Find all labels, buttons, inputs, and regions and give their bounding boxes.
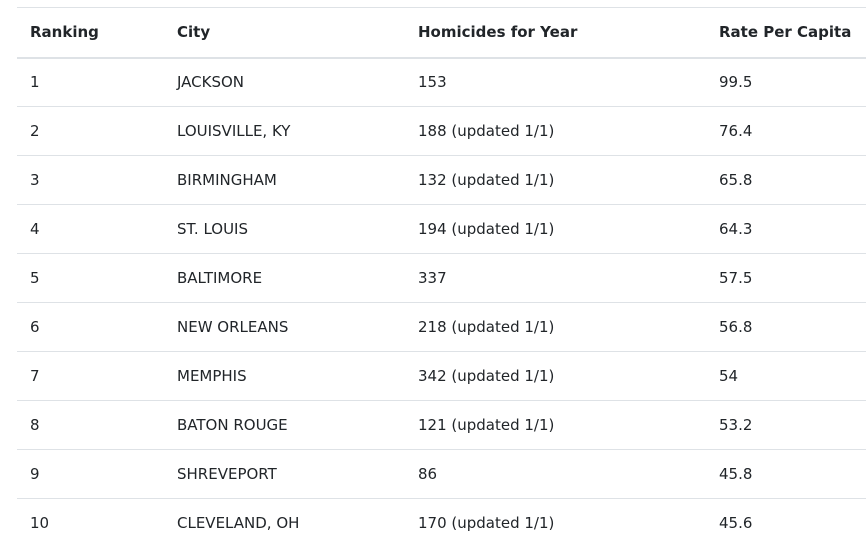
table-row: 6 NEW ORLEANS 218 (updated 1/1) 56.8 xyxy=(17,302,866,352)
header-city: City xyxy=(164,7,405,59)
cell-ranking: 8 xyxy=(17,400,164,450)
cell-city: LOUISVILLE, KY xyxy=(164,106,405,156)
cell-city: MEMPHIS xyxy=(164,351,405,401)
cell-city: BALTIMORE xyxy=(164,253,405,303)
cell-city: ST. LOUIS xyxy=(164,204,405,254)
cell-rate: 64.3 xyxy=(706,204,866,254)
cell-ranking: 1 xyxy=(17,57,164,107)
cell-ranking: 10 xyxy=(30,514,50,533)
cell-ranking: 4 xyxy=(17,204,164,254)
homicide-rankings-table: Ranking City Homicides for Year Rate Per… xyxy=(17,7,866,546)
cell-rate: 65.8 xyxy=(706,155,866,205)
cell-city: NEW ORLEANS xyxy=(164,302,405,352)
cell-city: CLEVELAND, OH xyxy=(177,514,300,533)
cell-homicides: 170 (updated 1/1) xyxy=(418,514,555,533)
cell-rate: 45.8 xyxy=(706,449,866,499)
cell-homicides: 86 xyxy=(405,449,706,499)
cell-homicides: 153 xyxy=(405,57,706,107)
cell-homicides: 342 (updated 1/1) xyxy=(405,351,706,401)
cell-city: SHREVEPORT xyxy=(164,449,405,499)
cell-rate: 56.8 xyxy=(706,302,866,352)
cell-city: BIRMINGHAM xyxy=(164,155,405,205)
cell-ranking: 9 xyxy=(17,449,164,499)
table-row: 4 ST. LOUIS 194 (updated 1/1) 64.3 xyxy=(17,204,866,254)
table-row: 8 BATON ROUGE 121 (updated 1/1) 53.2 xyxy=(17,400,866,450)
cell-homicides: 218 (updated 1/1) xyxy=(405,302,706,352)
cell-homicides: 194 (updated 1/1) xyxy=(405,204,706,254)
table-row: 7 MEMPHIS 342 (updated 1/1) 54 xyxy=(17,351,866,401)
cell-city: BATON ROUGE xyxy=(164,400,405,450)
cell-homicides: 337 xyxy=(405,253,706,303)
cell-city: JACKSON xyxy=(164,57,405,107)
header-row: Ranking City Homicides for Year Rate Per… xyxy=(17,7,866,59)
table-body: 1 JACKSON 153 99.5 2 LOUISVILLE, KY 188 … xyxy=(17,57,866,546)
table-header: Ranking City Homicides for Year Rate Per… xyxy=(17,7,866,59)
cell-homicides: 132 (updated 1/1) xyxy=(405,155,706,205)
cell-ranking: 5 xyxy=(17,253,164,303)
header-rate: Rate Per Capita xyxy=(706,7,866,59)
table-row: 2 LOUISVILLE, KY 188 (updated 1/1) 76.4 xyxy=(17,106,866,156)
cell-rate: 76.4 xyxy=(706,106,866,156)
cell-homicides: 121 (updated 1/1) xyxy=(405,400,706,450)
table-row: 1 JACKSON 153 99.5 xyxy=(17,57,866,107)
header-homicides: Homicides for Year xyxy=(405,7,706,59)
cell-ranking: 3 xyxy=(17,155,164,205)
cell-rate: 54 xyxy=(706,351,866,401)
cell-homicides: 188 (updated 1/1) xyxy=(405,106,706,156)
cell-rate: 45.6 xyxy=(719,514,753,533)
table-row: 9 SHREVEPORT 86 45.8 xyxy=(17,449,866,499)
cell-ranking: 2 xyxy=(17,106,164,156)
table-row: 5 BALTIMORE 337 57.5 xyxy=(17,253,866,303)
header-ranking: Ranking xyxy=(17,7,164,59)
cell-ranking: 7 xyxy=(17,351,164,401)
cell-rate: 53.2 xyxy=(706,400,866,450)
cell-rate: 57.5 xyxy=(706,253,866,303)
cell-ranking: 6 xyxy=(17,302,164,352)
cell-rate: 99.5 xyxy=(706,57,866,107)
table-row: 10 CLEVELAND, OH 170 (updated 1/1) 45.6 xyxy=(17,499,866,546)
table-row: 3 BIRMINGHAM 132 (updated 1/1) 65.8 xyxy=(17,155,866,205)
